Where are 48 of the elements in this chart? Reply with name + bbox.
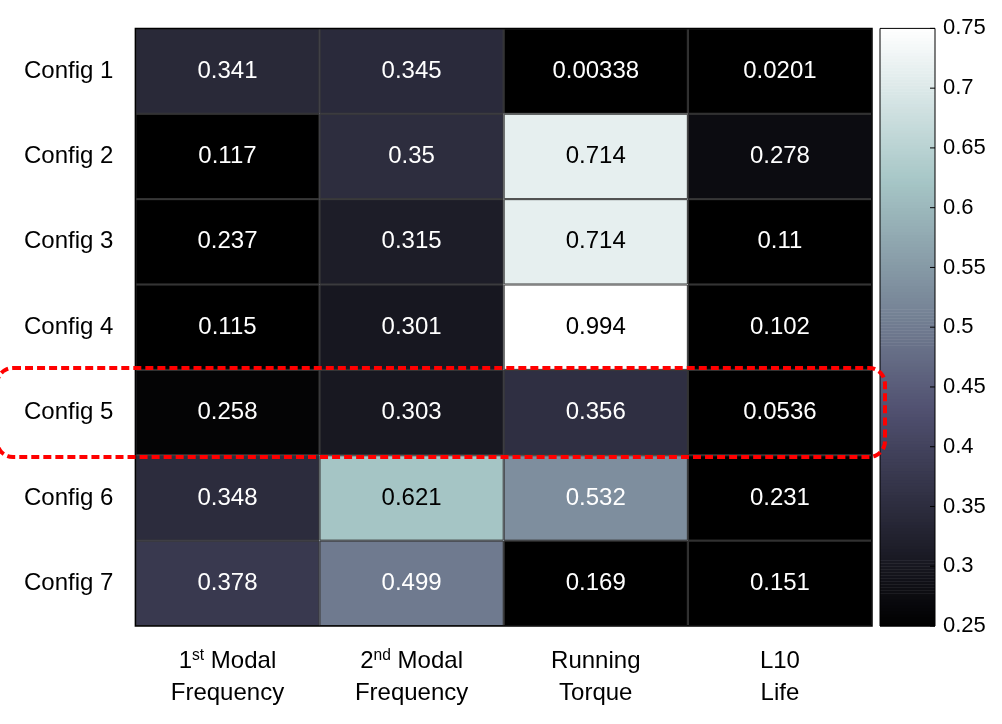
data-label: 0.315 [381, 226, 442, 254]
data-label: 0.714 [565, 226, 626, 254]
data-label: 0.714 [565, 141, 626, 169]
y-tick-label: Config 7 [24, 567, 114, 595]
data-label: 0.237 [197, 226, 258, 254]
data-label: 0.0536 [743, 397, 817, 425]
x-tick-label: L10 Life [759, 646, 800, 705]
color-bar-label: 0.4 [943, 432, 974, 458]
data-label: 0.278 [749, 141, 810, 169]
data-label: 0.303 [381, 397, 442, 425]
data-label: 0.345 [381, 55, 442, 83]
data-label: 0.151 [749, 567, 810, 595]
data-label: 0.499 [381, 567, 442, 595]
data-label: 0.258 [197, 397, 258, 425]
data-label: 0.117 [198, 141, 257, 169]
color-bar-label: 0.5 [943, 313, 974, 339]
color-bar-label: 0.7 [943, 74, 974, 100]
data-label: 0.621 [381, 482, 442, 510]
data-label: 0.348 [197, 482, 258, 510]
y-tick-label: Config 6 [24, 482, 114, 510]
data-label: 0.102 [749, 311, 810, 339]
color-bar-label: 0.65 [943, 133, 986, 159]
data-label: 0.356 [565, 397, 626, 425]
data-label: 0.115 [198, 311, 257, 339]
data-label: 0.341 [197, 55, 258, 83]
color-bar-label: 0.45 [943, 373, 986, 399]
data-label: 0.35 [388, 141, 435, 169]
y-tick-label: Config 2 [24, 141, 114, 169]
data-label: 0.0201 [743, 55, 817, 83]
y-tick-label: Config 3 [24, 226, 114, 254]
data-label: 0.00338 [552, 55, 640, 83]
data-label: 0.231 [749, 482, 810, 510]
data-label: 0.11 [757, 226, 803, 254]
data-label: 0.378 [197, 567, 258, 595]
data-label: 0.532 [565, 482, 626, 510]
y-tick-label: Config 4 [24, 311, 114, 339]
color-bar-label: 0.3 [943, 552, 974, 578]
y-tick-label: Config 1 [24, 55, 114, 83]
color-bar-label: 0.55 [943, 253, 986, 279]
color-bar-label: 0.6 [943, 193, 974, 219]
data-label: 0.301 [381, 311, 442, 339]
color-bar-label: 0.25 [943, 612, 986, 638]
x-tick-label: Running Torque [551, 646, 641, 705]
data-label: 0.994 [565, 311, 626, 339]
data-label: 0.169 [565, 567, 626, 595]
y-tick-label: Config 5 [24, 397, 114, 425]
color-bar-label: 0.75 [943, 14, 986, 40]
color-bar-label: 0.35 [943, 492, 986, 518]
